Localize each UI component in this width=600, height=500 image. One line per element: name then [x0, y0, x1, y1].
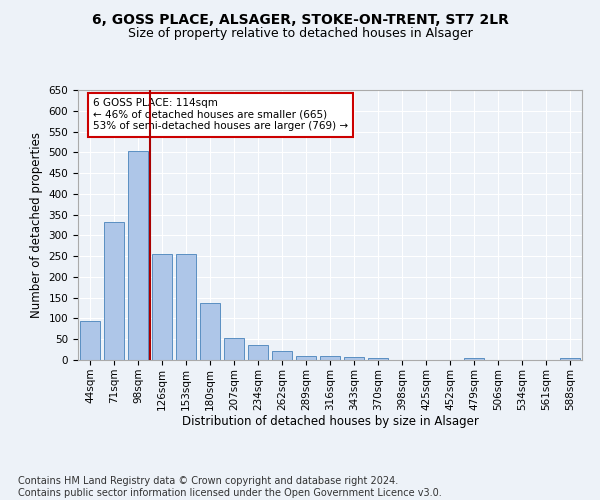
Text: 6 GOSS PLACE: 114sqm
← 46% of detached houses are smaller (665)
53% of semi-deta: 6 GOSS PLACE: 114sqm ← 46% of detached h… — [93, 98, 348, 132]
Bar — [464, 358, 484, 360]
Bar — [104, 222, 124, 360]
Bar — [296, 356, 316, 360]
Bar — [176, 254, 196, 360]
Text: Size of property relative to detached houses in Alsager: Size of property relative to detached ho… — [128, 28, 472, 40]
Text: 6, GOSS PLACE, ALSAGER, STOKE-ON-TRENT, ST7 2LR: 6, GOSS PLACE, ALSAGER, STOKE-ON-TRENT, … — [92, 12, 508, 26]
Bar — [344, 357, 364, 360]
Text: Contains HM Land Registry data © Crown copyright and database right 2024.
Contai: Contains HM Land Registry data © Crown c… — [18, 476, 442, 498]
Bar — [224, 338, 244, 360]
Bar — [128, 151, 148, 360]
Bar — [248, 344, 268, 360]
Y-axis label: Number of detached properties: Number of detached properties — [30, 132, 43, 318]
Bar — [560, 358, 580, 360]
X-axis label: Distribution of detached houses by size in Alsager: Distribution of detached houses by size … — [182, 416, 478, 428]
Bar — [368, 358, 388, 360]
Bar — [320, 356, 340, 360]
Bar — [200, 302, 220, 360]
Bar — [80, 320, 100, 360]
Bar — [272, 351, 292, 360]
Bar — [152, 254, 172, 360]
